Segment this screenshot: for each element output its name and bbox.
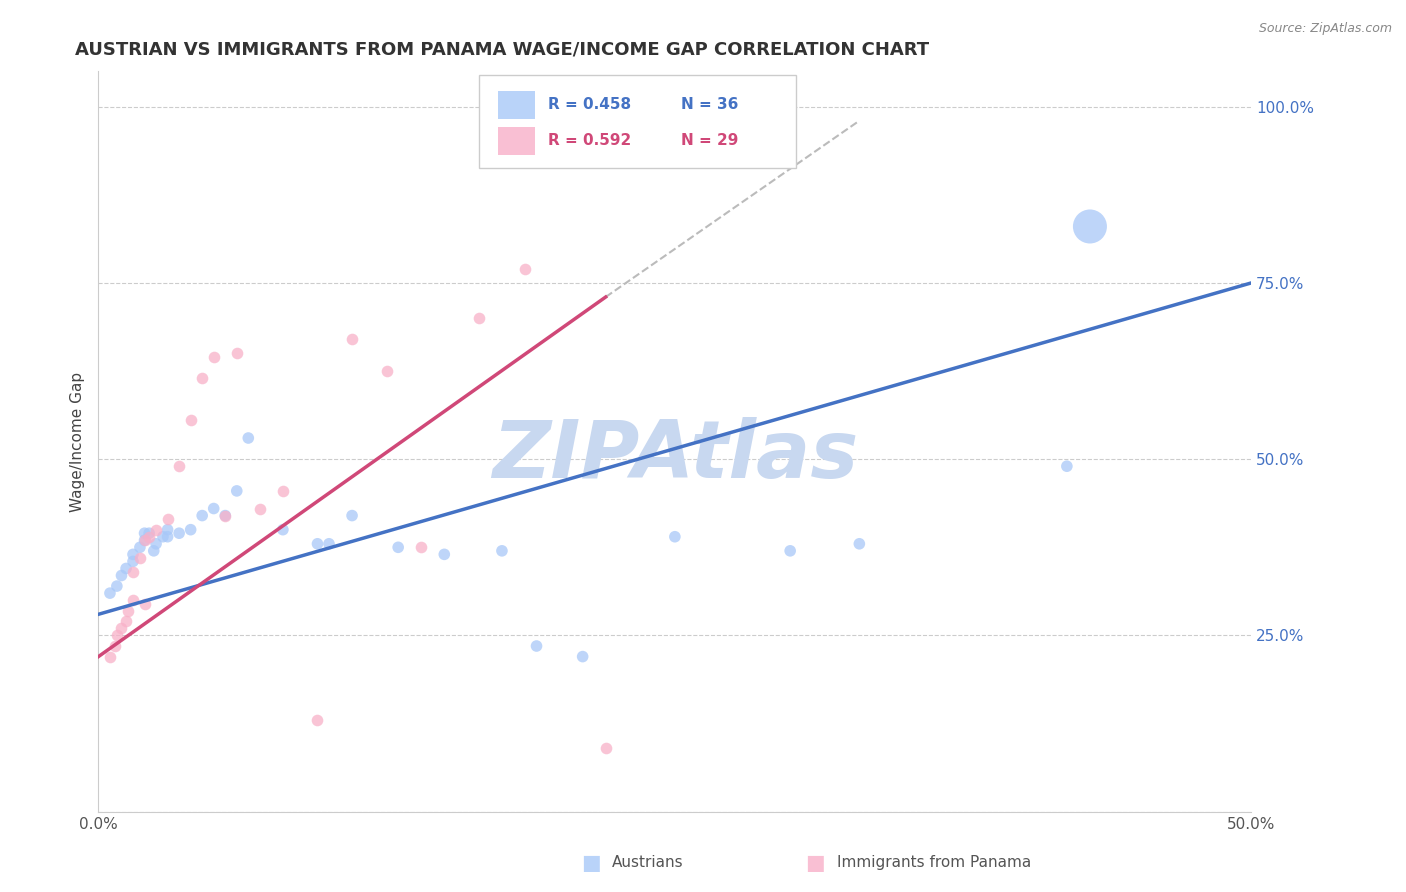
Point	[134, 533, 156, 548]
Point	[1078, 219, 1101, 234]
Point	[375, 364, 398, 378]
Point	[848, 537, 870, 551]
FancyBboxPatch shape	[479, 75, 796, 168]
Point	[98, 649, 121, 664]
Text: N = 36: N = 36	[681, 97, 738, 112]
Point	[191, 508, 214, 523]
Point	[129, 541, 152, 555]
Point	[779, 544, 801, 558]
Point	[271, 483, 294, 498]
Point	[1056, 459, 1078, 474]
Point	[110, 568, 132, 582]
Point	[513, 261, 536, 276]
Point	[191, 371, 214, 385]
Text: ■: ■	[581, 853, 600, 872]
Point	[571, 649, 593, 664]
Point	[105, 628, 128, 642]
Point	[249, 501, 271, 516]
Point	[214, 508, 236, 523]
Point	[167, 526, 190, 541]
Point	[180, 523, 202, 537]
Point	[214, 508, 236, 523]
Point	[156, 523, 179, 537]
Text: R = 0.592: R = 0.592	[548, 133, 631, 148]
Point	[152, 530, 174, 544]
FancyBboxPatch shape	[499, 91, 536, 120]
Text: Immigrants from Panama: Immigrants from Panama	[837, 855, 1031, 870]
Text: ■: ■	[806, 853, 825, 872]
Point	[122, 593, 145, 607]
Point	[526, 639, 548, 653]
Point	[340, 332, 363, 346]
Point	[110, 621, 132, 635]
Text: AUSTRIAN VS IMMIGRANTS FROM PANAMA WAGE/INCOME GAP CORRELATION CHART: AUSTRIAN VS IMMIGRANTS FROM PANAMA WAGE/…	[76, 41, 929, 59]
Point	[468, 311, 491, 326]
Point	[180, 413, 202, 427]
Point	[238, 431, 260, 445]
Point	[202, 501, 225, 516]
Point	[225, 346, 247, 360]
Point	[98, 586, 121, 600]
Point	[145, 537, 167, 551]
Point	[225, 483, 247, 498]
Text: ZIPAtlas: ZIPAtlas	[492, 417, 858, 495]
Point	[433, 547, 456, 561]
Point	[134, 526, 156, 541]
Point	[122, 554, 145, 568]
Point	[138, 526, 160, 541]
Point	[202, 350, 225, 364]
Point	[271, 523, 294, 537]
Text: R = 0.458: R = 0.458	[548, 97, 631, 112]
Point	[491, 544, 513, 558]
Point	[595, 741, 617, 756]
Point	[129, 550, 152, 565]
Point	[105, 579, 128, 593]
Text: Source: ZipAtlas.com: Source: ZipAtlas.com	[1258, 22, 1392, 36]
Point	[115, 615, 138, 629]
Point	[138, 530, 160, 544]
Point	[117, 604, 139, 618]
Point	[340, 508, 363, 523]
FancyBboxPatch shape	[499, 127, 536, 155]
Point	[145, 523, 167, 537]
Point	[134, 597, 156, 611]
Point	[664, 530, 686, 544]
Point	[387, 541, 409, 555]
Text: Austrians: Austrians	[612, 855, 683, 870]
Point	[156, 512, 179, 526]
Point	[156, 530, 179, 544]
Point	[307, 537, 329, 551]
Point	[307, 713, 329, 727]
Point	[318, 537, 340, 551]
Point	[411, 541, 433, 555]
Text: N = 29: N = 29	[681, 133, 738, 148]
Point	[142, 544, 165, 558]
Point	[122, 547, 145, 561]
Y-axis label: Wage/Income Gap: Wage/Income Gap	[69, 371, 84, 512]
Point	[134, 533, 156, 548]
Point	[115, 561, 138, 575]
Point	[122, 565, 145, 579]
Point	[167, 459, 190, 474]
Point	[103, 639, 125, 653]
